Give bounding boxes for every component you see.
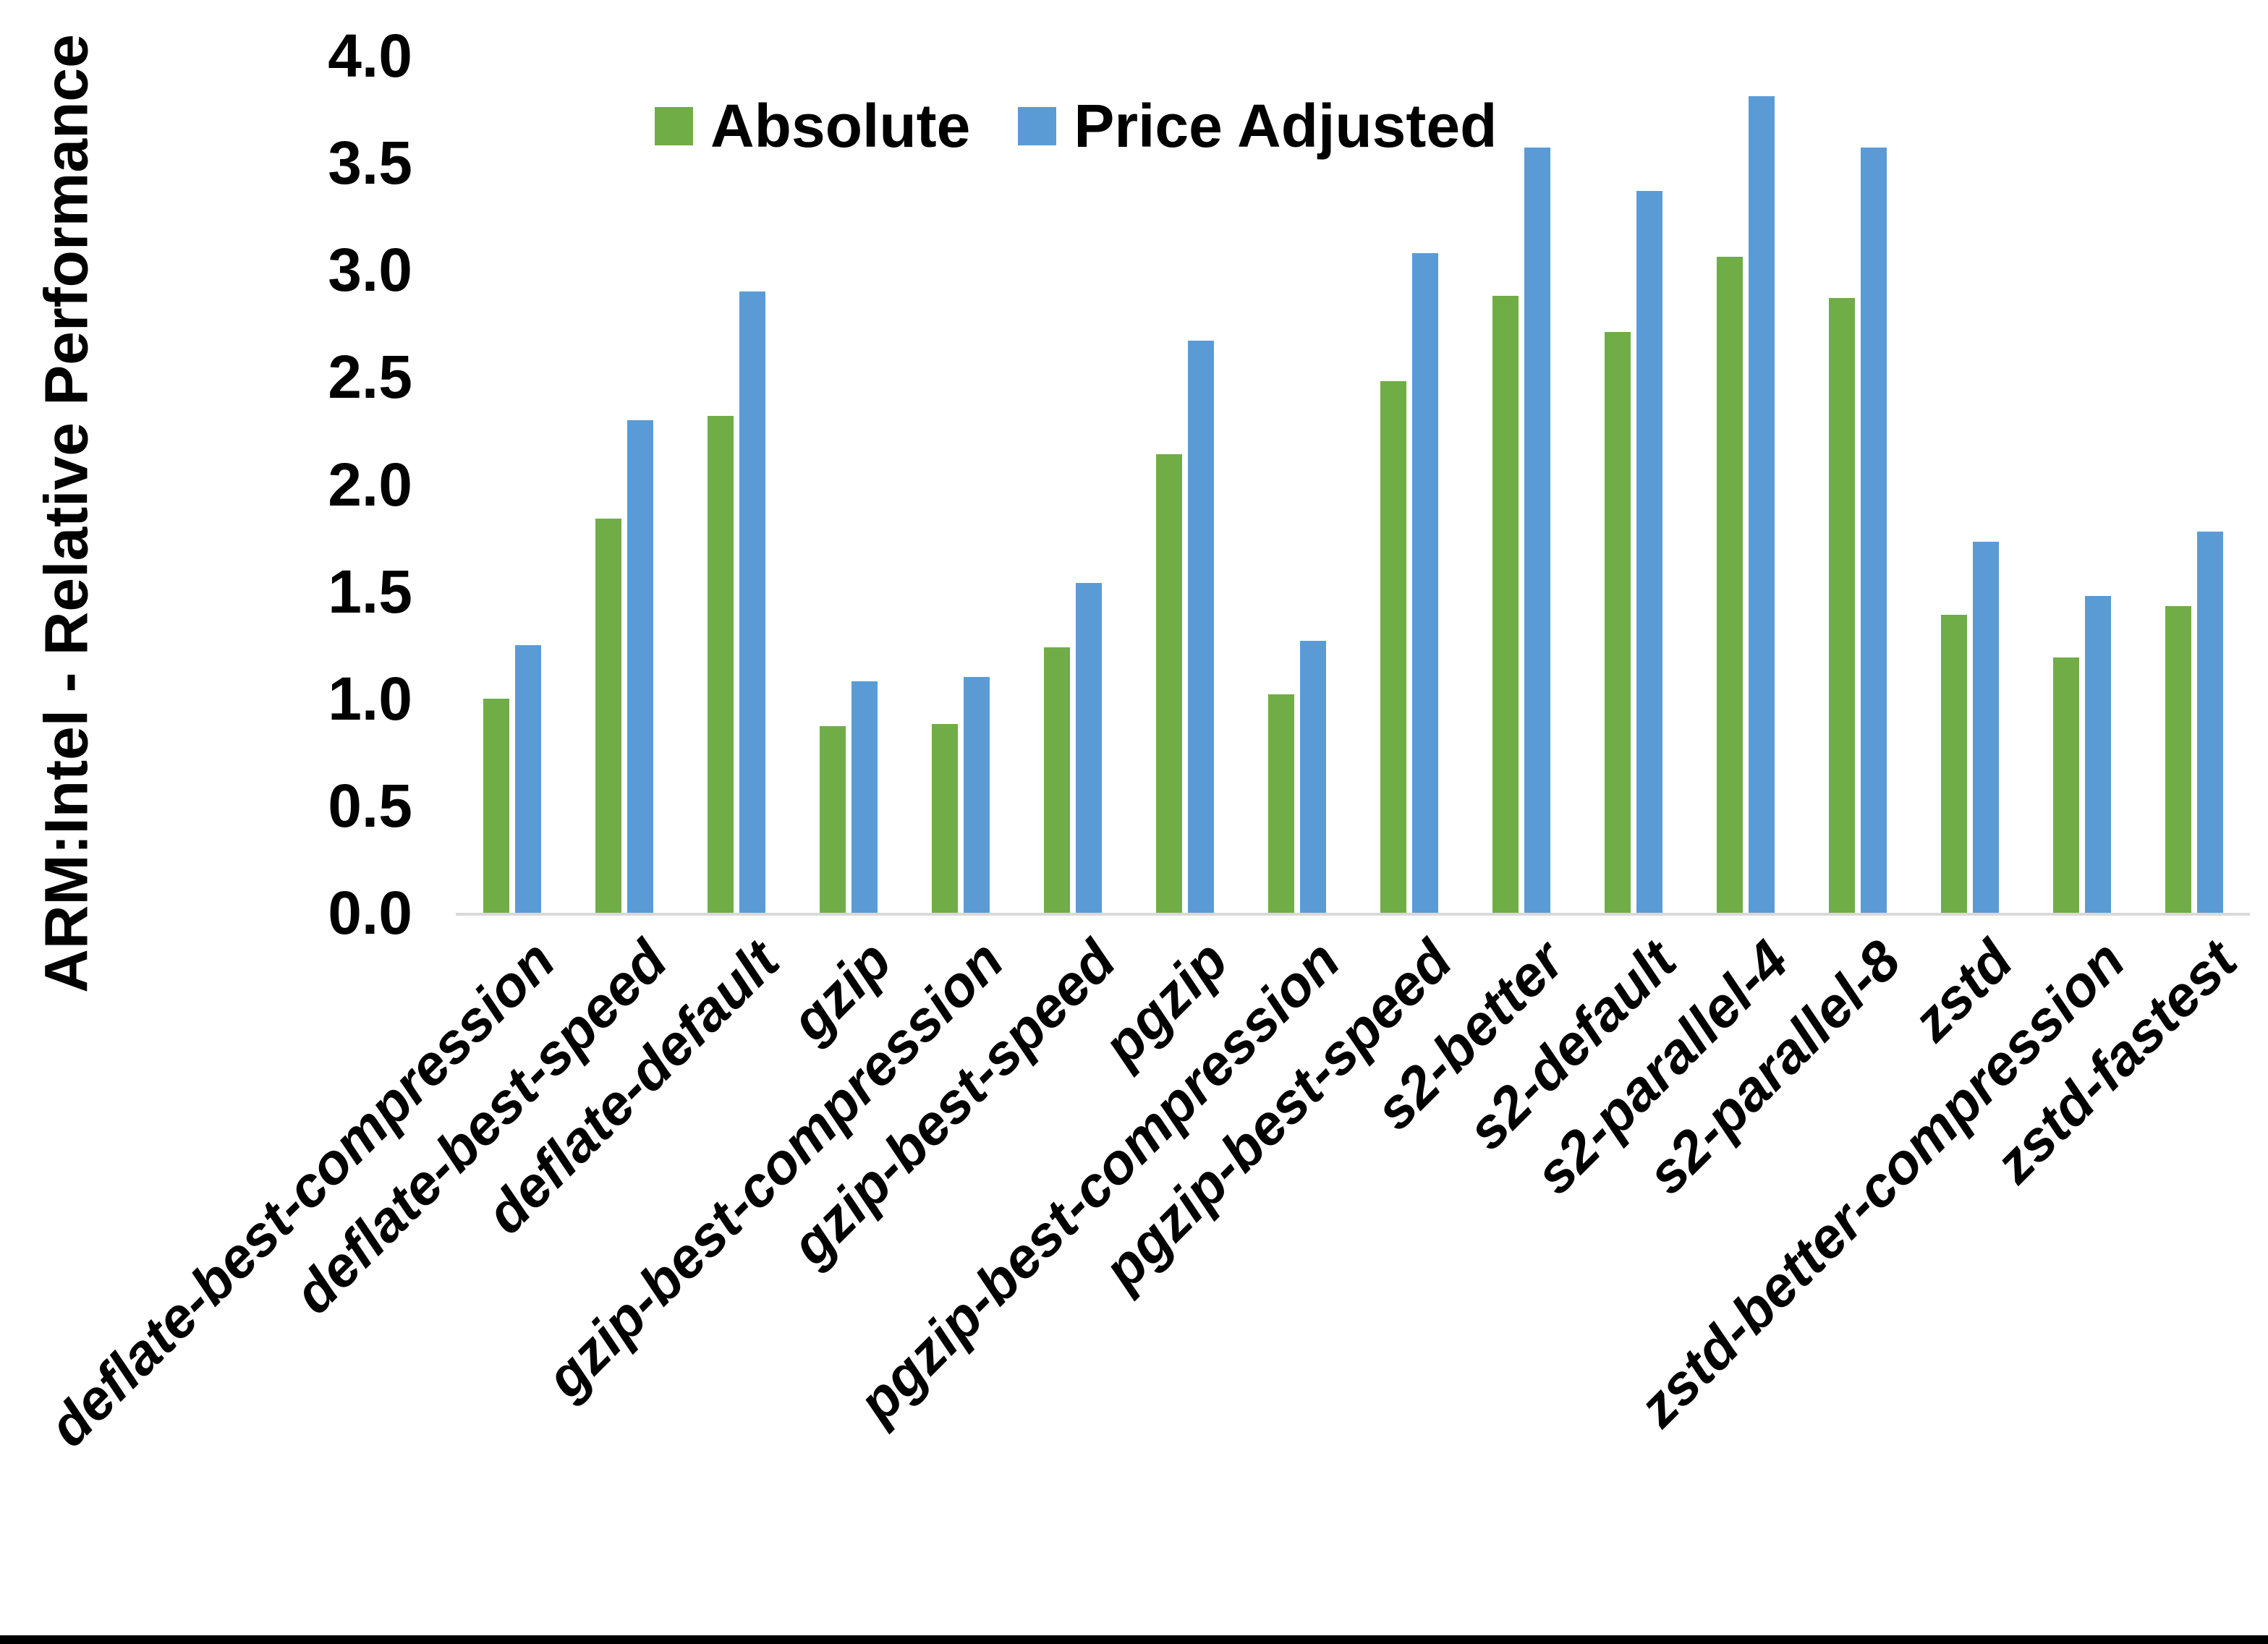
y-tick-label: 2.5 bbox=[328, 343, 412, 412]
y-tick-label: 0.5 bbox=[328, 771, 412, 840]
bar-absolute bbox=[1716, 257, 1743, 913]
bar-price-adjusted bbox=[1187, 341, 1214, 913]
bar-price-adjusted bbox=[1972, 542, 1999, 913]
bar-group bbox=[2138, 56, 2250, 913]
y-tick-label: 3.5 bbox=[328, 129, 412, 197]
bar-price-adjusted bbox=[1748, 96, 1775, 913]
bar-group bbox=[1801, 56, 1914, 913]
bar-absolute bbox=[2052, 657, 2079, 913]
bar-absolute bbox=[483, 699, 509, 913]
bar-absolute bbox=[707, 416, 734, 913]
y-tick-label: 1.5 bbox=[328, 557, 412, 626]
bar-absolute bbox=[1155, 454, 1182, 913]
bar-price-adjusted bbox=[514, 645, 541, 913]
bar-price-adjusted bbox=[1636, 191, 1662, 913]
bar-price-adjusted bbox=[1524, 148, 1550, 913]
bar-price-adjusted bbox=[1860, 148, 1887, 913]
bar-group bbox=[904, 56, 1016, 913]
bar-price-adjusted bbox=[2196, 532, 2223, 913]
y-tick-label: 3.0 bbox=[328, 236, 412, 304]
y-tick-label: 0.0 bbox=[328, 879, 412, 947]
bar-absolute bbox=[819, 726, 846, 913]
legend: Absolute Price Adjusted bbox=[655, 91, 1497, 161]
bar-group bbox=[1129, 56, 1241, 913]
bar-absolute bbox=[1380, 381, 1406, 913]
legend-item-absolute: Absolute bbox=[655, 91, 970, 161]
bar-group bbox=[1689, 56, 1801, 913]
y-tick-label: 1.0 bbox=[328, 664, 412, 733]
bar-price-adjusted bbox=[963, 677, 990, 913]
bar-price-adjusted bbox=[1411, 253, 1438, 913]
bar-group bbox=[1465, 56, 1577, 913]
bar-absolute bbox=[1828, 298, 1855, 913]
bar-group bbox=[792, 56, 904, 913]
legend-swatch-absolute bbox=[655, 107, 693, 145]
bar-absolute bbox=[595, 519, 621, 913]
legend-item-price-adjusted: Price Adjusted bbox=[1018, 91, 1497, 161]
bar-group bbox=[456, 56, 568, 913]
bottom-edge-bar bbox=[0, 1635, 2268, 1644]
bar-absolute bbox=[1940, 615, 1967, 913]
bar-group bbox=[1016, 56, 1129, 913]
bar-group bbox=[680, 56, 792, 913]
plot-area bbox=[456, 56, 2250, 916]
bar-group bbox=[2026, 56, 2138, 913]
legend-label-price-adjusted: Price Adjusted bbox=[1074, 92, 1498, 160]
bar-group bbox=[1914, 56, 2026, 913]
bar-price-adjusted bbox=[1075, 583, 1102, 913]
legend-label-absolute: Absolute bbox=[710, 92, 971, 160]
y-tick-label: 4.0 bbox=[328, 22, 412, 90]
bar-price-adjusted bbox=[2084, 596, 2111, 913]
legend-swatch-price-adjusted bbox=[1018, 107, 1057, 145]
bar-price-adjusted bbox=[1299, 641, 1326, 913]
y-tick-label: 2.0 bbox=[328, 450, 412, 519]
bar-price-adjusted bbox=[739, 291, 765, 913]
bar-absolute bbox=[1267, 694, 1294, 913]
bar-absolute bbox=[1604, 332, 1631, 913]
bar-absolute bbox=[1043, 647, 1070, 913]
bar-group bbox=[1241, 56, 1353, 913]
bar-group bbox=[1577, 56, 1689, 913]
bar-absolute bbox=[2165, 606, 2191, 913]
bar-group bbox=[1353, 56, 1465, 913]
bar-price-adjusted bbox=[851, 681, 878, 913]
bar-group bbox=[568, 56, 680, 913]
bar-absolute bbox=[931, 724, 958, 913]
bar-price-adjusted bbox=[627, 420, 653, 913]
bar-absolute bbox=[1492, 296, 1519, 913]
